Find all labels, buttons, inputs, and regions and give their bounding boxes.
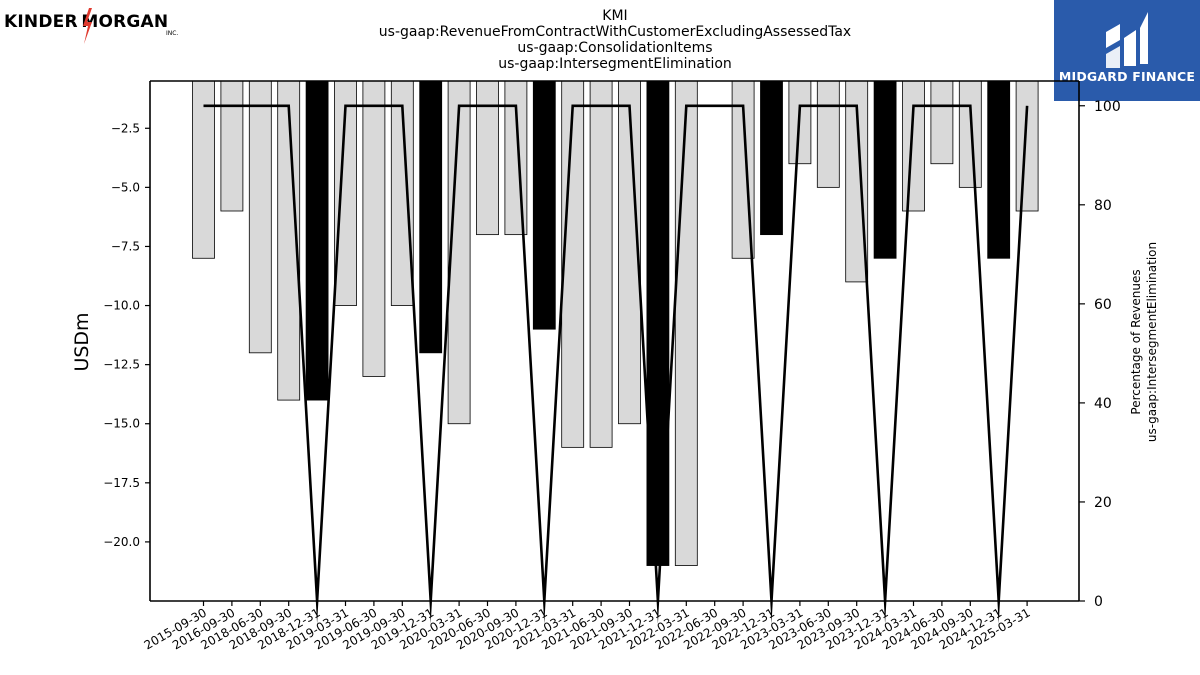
bar-2020-06-30: [476, 80, 499, 236]
right-tick-label: 0: [1094, 594, 1103, 610]
right-tick-label: 80: [1094, 198, 1112, 214]
chart-title-line-4: us-gaap:IntersegmentElimination: [498, 56, 732, 72]
bar-2022-03-31: [674, 80, 698, 566]
y2-axis-label-line-2: us-gaap:IntersegmentElimination: [1145, 242, 1159, 442]
bar-2019-06-30: [362, 80, 386, 377]
bar-2024-03-31: [902, 80, 925, 212]
bar-2022-12-31: [760, 80, 783, 236]
bar-2021-03-31: [561, 80, 585, 448]
left-tick-label: −5.0: [111, 180, 140, 194]
bar-2020-12-31: [532, 80, 556, 330]
bar-2023-12-31: [873, 80, 897, 259]
axes: [149, 80, 1080, 602]
left-tick-label: −7.5: [111, 239, 140, 253]
x-axis-ticks: 2015-09-302016-09-302018-06-302018-09-30…: [142, 601, 1033, 652]
left-tick-label: −2.5: [111, 121, 140, 135]
left-axis-ticks: −2.5 −5.0 −7.5 −10.0 −12.5 −15.0 −17.5 −20.0: [103, 121, 150, 549]
chart-title-line-2: us-gaap:RevenueFromContractWithCustomerE…: [378, 24, 852, 40]
midgard-mark-icon: [1106, 12, 1148, 68]
bar-2021-12-31: [646, 80, 670, 566]
chart-title-line-3: us-gaap:ConsolidationItems: [517, 40, 713, 56]
bar-2024-12-31: [987, 80, 1011, 259]
bar-2016-09-30: [220, 80, 244, 212]
percentage-line: [203, 104, 1029, 624]
kinder-morgan-logo-inc: INC.: [166, 30, 179, 37]
bar-2018-06-30: [248, 80, 272, 354]
chart-title-line-1: KMI: [602, 8, 628, 24]
right-axis-ticks: 0 20 40 60 80 100: [1079, 99, 1121, 610]
bar-2024-09-30: [958, 80, 982, 188]
bar-2021-06-30: [589, 80, 613, 448]
left-tick-label: −12.5: [103, 358, 140, 372]
left-tick-label: −10.0: [103, 299, 140, 313]
left-tick-label: −20.0: [103, 535, 140, 549]
bar-2020-09-30: [504, 80, 528, 236]
bar-2023-06-30: [816, 80, 840, 188]
right-tick-label: 60: [1094, 297, 1112, 313]
y-axis-label: USDm: [71, 312, 93, 371]
kinder-morgan-logo: KINDER MORGAN INC.: [4, 8, 184, 44]
bar-2019-12-31: [419, 80, 443, 354]
right-tick-label: 100: [1094, 99, 1121, 115]
bar-2018-12-31: [305, 80, 329, 401]
left-tick-label: −15.0: [103, 417, 140, 431]
bar-series: [192, 80, 1039, 566]
left-tick-label: −17.5: [103, 476, 140, 490]
lightning-bolt-icon: [83, 8, 92, 44]
bar-2025-03-31: [1015, 80, 1039, 212]
midgard-finance-logo-name: MIDGARD FINANCE: [1058, 69, 1196, 84]
right-tick-label: 20: [1094, 495, 1112, 511]
y2-axis-label-line-1: Percentage of Revenues: [1129, 269, 1143, 414]
bar-2024-06-30: [930, 80, 954, 165]
bar-2015-09-30: [192, 80, 215, 259]
right-tick-label: 40: [1094, 396, 1112, 412]
